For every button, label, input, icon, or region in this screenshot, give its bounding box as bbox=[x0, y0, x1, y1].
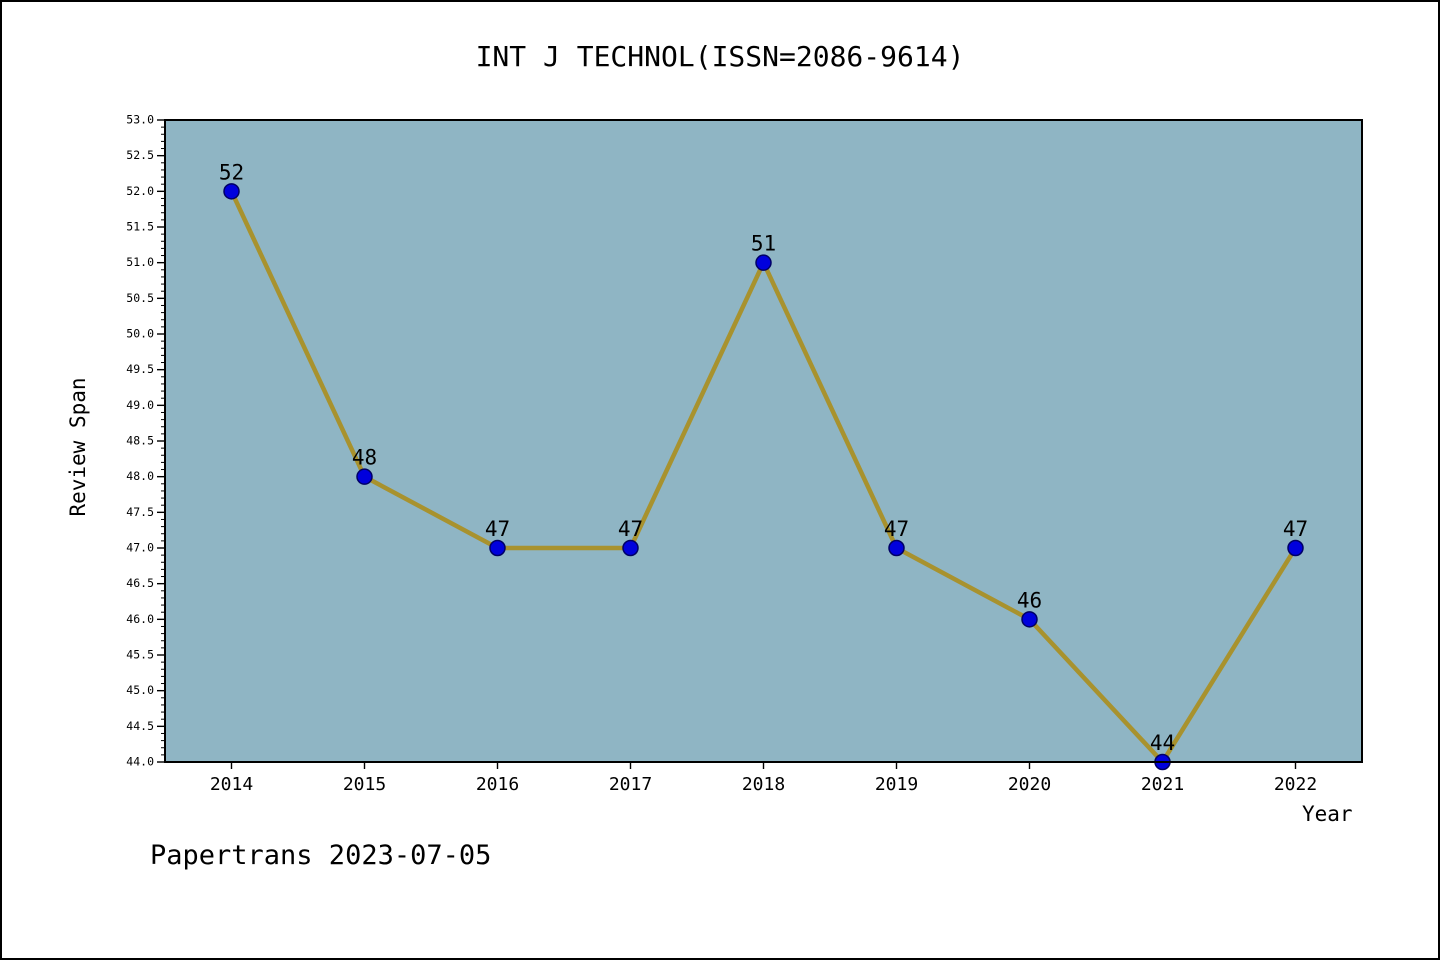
svg-text:44: 44 bbox=[1150, 731, 1175, 755]
svg-text:46: 46 bbox=[1017, 588, 1042, 612]
svg-text:52.0: 52.0 bbox=[126, 184, 154, 198]
svg-text:2016: 2016 bbox=[476, 774, 519, 795]
svg-text:48.5: 48.5 bbox=[126, 434, 154, 448]
svg-text:2014: 2014 bbox=[210, 774, 253, 795]
svg-text:47.5: 47.5 bbox=[126, 505, 154, 519]
svg-text:49.5: 49.5 bbox=[126, 362, 154, 376]
svg-text:49.0: 49.0 bbox=[126, 398, 154, 412]
svg-text:51.5: 51.5 bbox=[126, 220, 154, 234]
svg-text:52: 52 bbox=[219, 160, 244, 184]
svg-text:47.0: 47.0 bbox=[126, 541, 154, 555]
chart-title: INT J TECHNOL(ISSN=2086-9614) bbox=[475, 40, 965, 73]
svg-text:48: 48 bbox=[352, 446, 377, 470]
svg-text:47: 47 bbox=[884, 517, 909, 541]
svg-text:46.0: 46.0 bbox=[126, 612, 154, 626]
svg-text:50.5: 50.5 bbox=[126, 291, 154, 305]
svg-text:2021: 2021 bbox=[1141, 774, 1184, 795]
svg-text:47: 47 bbox=[1283, 517, 1308, 541]
svg-text:45.5: 45.5 bbox=[126, 648, 154, 662]
svg-text:2019: 2019 bbox=[875, 774, 918, 795]
svg-text:51.0: 51.0 bbox=[126, 255, 154, 269]
svg-text:2018: 2018 bbox=[742, 774, 785, 795]
svg-text:2020: 2020 bbox=[1008, 774, 1051, 795]
svg-text:47: 47 bbox=[618, 517, 643, 541]
svg-text:2015: 2015 bbox=[343, 774, 386, 795]
svg-text:51: 51 bbox=[751, 232, 776, 256]
svg-text:2017: 2017 bbox=[609, 774, 652, 795]
svg-text:44.0: 44.0 bbox=[126, 755, 154, 769]
svg-text:46.5: 46.5 bbox=[126, 576, 154, 590]
svg-text:45.0: 45.0 bbox=[126, 683, 154, 697]
x-axis-label: Year bbox=[1302, 802, 1353, 826]
svg-text:2022: 2022 bbox=[1274, 774, 1317, 795]
footer-watermark: Papertrans 2023-07-05 bbox=[150, 840, 492, 871]
svg-text:44.5: 44.5 bbox=[126, 719, 154, 733]
svg-text:52.5: 52.5 bbox=[126, 148, 154, 162]
svg-text:47: 47 bbox=[485, 517, 510, 541]
svg-text:50.0: 50.0 bbox=[126, 327, 154, 341]
svg-text:48.0: 48.0 bbox=[126, 469, 154, 483]
svg-text:53.0: 53.0 bbox=[126, 113, 154, 127]
